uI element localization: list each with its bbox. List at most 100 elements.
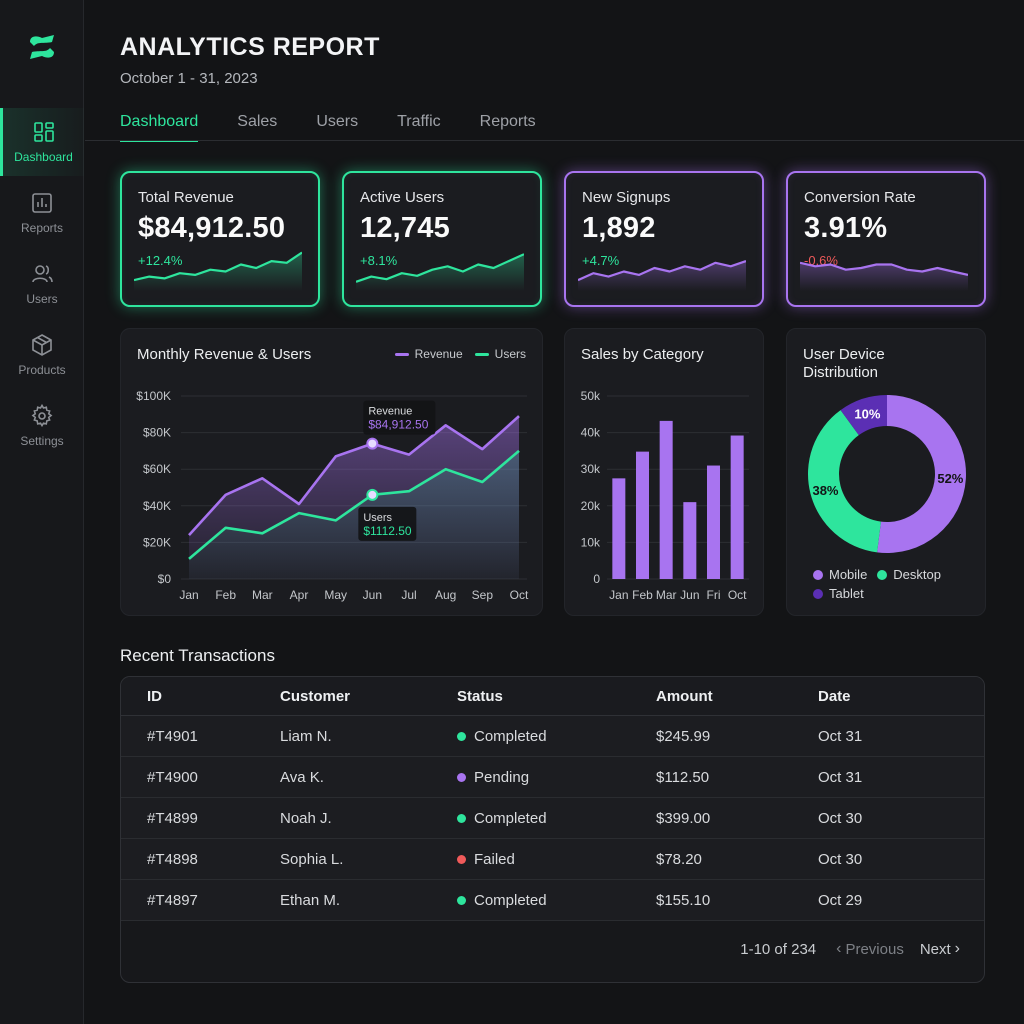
sparkline-line xyxy=(578,260,746,282)
status-label: Completed xyxy=(474,809,547,827)
sidebar-item-dashboard[interactable]: Dashboard xyxy=(0,108,84,176)
amount: $112.50 xyxy=(656,768,710,786)
legend-item-mobile[interactable]: Mobile xyxy=(813,567,867,582)
status-dot-icon xyxy=(457,772,466,782)
tab-reports[interactable]: Reports xyxy=(479,113,536,130)
y-tick-label: 40k xyxy=(581,426,601,440)
sparkline xyxy=(578,260,746,291)
date: Oct 30 xyxy=(818,809,863,827)
bar-feb xyxy=(636,451,649,579)
tooltip-label: Users xyxy=(363,512,392,524)
dashboard-icon xyxy=(33,122,54,142)
column-header-customer[interactable]: Customer xyxy=(280,687,351,705)
tab-users[interactable]: Users xyxy=(316,113,359,130)
highlight-point xyxy=(366,488,379,501)
users-icon xyxy=(32,265,53,283)
status-dot-icon xyxy=(457,895,466,905)
table-row[interactable]: #T4901 Liam N. Completed $245.99 Oct 31 xyxy=(121,716,984,757)
app-logo-icon[interactable] xyxy=(26,32,58,62)
donut-chart[interactable]: 52% 38% 10% xyxy=(787,329,987,617)
slice-label: 10% xyxy=(854,407,880,422)
y-tick-label: 30k xyxy=(581,462,601,476)
legend-item-revenue[interactable]: Revenue xyxy=(394,347,463,361)
page-title: ANALYTICS REPORT xyxy=(120,33,380,61)
kpi-value: 12,745 xyxy=(360,212,450,244)
sidebar-item-products[interactable]: Products xyxy=(0,321,84,389)
slice-mobile xyxy=(877,395,966,553)
sidebar-item-settings[interactable]: Settings xyxy=(0,392,84,460)
sparkline-line xyxy=(800,261,968,276)
kpi-value: 1,892 xyxy=(582,212,656,244)
chart-title: User Device Distribution xyxy=(803,346,885,381)
y-tick-label: 50k xyxy=(581,389,601,403)
status-label: Completed xyxy=(474,727,547,745)
amount: $245.99 xyxy=(656,727,711,745)
table-row[interactable]: #T4899 Noah J. Completed $399.00 Oct 30 xyxy=(121,798,984,839)
column-header-status[interactable]: Status xyxy=(457,687,503,705)
date: Oct 30 xyxy=(818,850,863,868)
tab-traffic[interactable]: Traffic xyxy=(397,113,441,130)
kpi-label: New Signups xyxy=(582,189,671,206)
column-header-id[interactable]: ID xyxy=(147,687,162,705)
x-tick-label: Sep xyxy=(472,588,494,602)
x-tick-label: Aug xyxy=(435,588,456,602)
next-button[interactable]: Next › xyxy=(919,940,960,958)
section-title: Recent Transactions xyxy=(120,646,275,665)
tab-divider xyxy=(85,140,1024,141)
chart-legend: Revenue Users xyxy=(383,347,526,361)
kpi-card-total-revenue[interactable]: Total Revenue $84,912.50 +12.4% xyxy=(120,171,320,307)
transaction-id: #T4900 xyxy=(147,768,198,786)
x-tick-label: Mar xyxy=(252,588,273,602)
sidebar-item-users[interactable]: Users xyxy=(0,250,84,318)
revenue-users-chart-panel: Monthly Revenue & Users Revenue Users $0… xyxy=(120,328,543,616)
y-tick-label: $0 xyxy=(158,572,172,586)
kpi-card-new-signups[interactable]: New Signups 1,892 +4.7% xyxy=(564,171,764,307)
slice-tablet xyxy=(840,395,887,436)
tab-dashboard[interactable]: Dashboard xyxy=(120,104,199,142)
series-line-users xyxy=(188,449,520,560)
sidebar-item-reports[interactable]: Reports xyxy=(0,179,84,247)
status-badge: Completed xyxy=(457,810,656,827)
table-row[interactable]: #T4897 Ethan M. Completed $155.10 Oct 29 xyxy=(121,880,984,921)
column-header-date[interactable]: Date xyxy=(818,687,851,705)
legend-item-desktop[interactable]: Desktop xyxy=(877,567,941,582)
x-tick-label: Jun xyxy=(363,588,382,602)
legend-item-tablet[interactable]: Tablet xyxy=(813,586,864,601)
sidebar-item-label: Users xyxy=(26,292,58,306)
x-tick-label: Jul xyxy=(401,588,416,602)
sidebar-item-label: Products xyxy=(18,363,66,377)
x-tick-label: Fri xyxy=(707,588,721,602)
sparkline xyxy=(356,253,524,291)
kpi-label: Conversion Rate xyxy=(804,189,916,206)
kpi-card-active-users[interactable]: Active Users 12,745 +8.1% xyxy=(342,171,542,307)
chart-title: Sales by Category xyxy=(581,346,704,363)
transaction-id: #T4898 xyxy=(147,850,198,868)
legend-item-users[interactable]: Users xyxy=(474,347,526,361)
box-icon xyxy=(32,334,52,356)
table-row[interactable]: #T4898 Sophia L. Failed $78.20 Oct 30 xyxy=(121,839,984,880)
column-header-amount[interactable]: Amount xyxy=(656,687,713,705)
table-row[interactable]: #T4900 Ava K. Pending $112.50 Oct 31 xyxy=(121,757,984,798)
line-chart[interactable]: $0 $20K $40K $60K $80K $100K Jan Feb Mar Apr May Ju… xyxy=(121,329,544,617)
x-tick-label: Apr xyxy=(290,588,309,602)
table-header: ID Customer Status Amount Date xyxy=(121,677,984,716)
y-tick-label: $100K xyxy=(136,389,171,403)
previous-button[interactable]: ‹ Previous xyxy=(836,940,904,958)
kpi-card-conversion-rate[interactable]: Conversion Rate 3.91% -0.6% xyxy=(786,171,986,307)
bar-jan xyxy=(612,478,626,579)
status-dot-icon xyxy=(457,854,466,864)
chart-title: Monthly Revenue & Users xyxy=(137,346,312,363)
kpi-change: +12.4% xyxy=(138,253,183,268)
amount: $399.00 xyxy=(656,809,711,827)
sparkline xyxy=(134,251,302,291)
chevron-right-icon: › xyxy=(954,940,960,957)
transaction-id: #T4901 xyxy=(147,727,198,745)
bar-chart[interactable]: 0 10k 20k 30k 40k 50k Jan Feb Mar Jun Fri Oct xyxy=(565,329,765,617)
chevron-left-icon: ‹ xyxy=(836,940,842,957)
pagination-summary: 1-10 of 234 xyxy=(740,940,817,958)
device-distribution-panel: User Device Distribution 52% 38% 10% Mobil… xyxy=(786,328,986,616)
tab-sales[interactable]: Sales xyxy=(237,113,278,130)
tooltip-label: Revenue xyxy=(368,406,412,418)
donut-legend: Mobile Desktop Tablet xyxy=(813,567,951,605)
bar-chart-icon xyxy=(32,193,52,213)
